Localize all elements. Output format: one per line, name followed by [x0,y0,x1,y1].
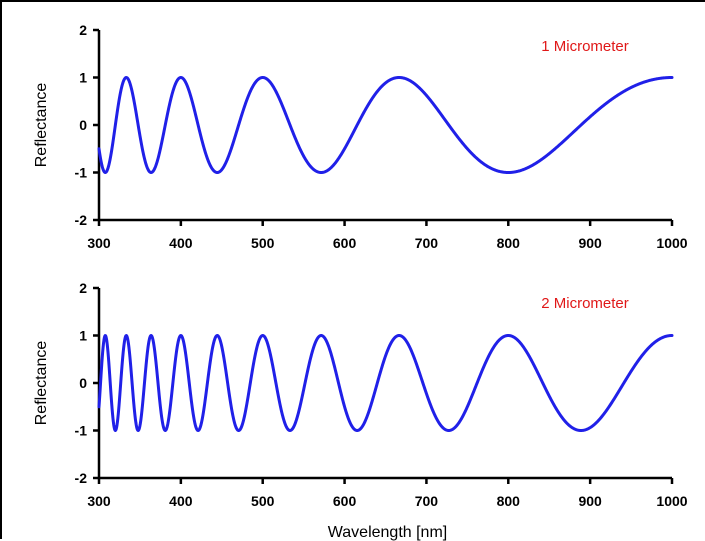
x-tick-label: 800 [497,493,521,509]
x-tick-label: 600 [333,493,357,509]
x-tick-label: 1000 [656,493,687,509]
thickness-annotation: 1 Micrometer [541,38,629,55]
x-tick-label: 700 [415,235,439,251]
y-tick-label: -2 [75,212,88,228]
chart-panel-1-micrometer: -2 -1 0 1 2 300 400 500 600 700 800 900 1000 Reflecta… [33,22,688,251]
y-tick-label: -1 [75,423,88,439]
x-tick-label: 900 [578,235,602,251]
y-tick-label: -1 [75,165,88,181]
x-tick-label: 300 [87,493,111,509]
thickness-annotation: 2 Micrometer [541,295,629,312]
y-tick-label: 2 [79,280,87,296]
x-tick-label: 500 [251,493,275,509]
x-axis-label: Wavelength [nm] [328,524,447,541]
y-tick-label: 0 [79,117,87,133]
y-tick-label: 1 [79,70,87,86]
x-tick-label: 1000 [656,235,687,251]
x-tick-label: 800 [497,235,521,251]
x-tick-label: 900 [578,493,602,509]
reflectance-series-line [97,334,674,432]
x-tick-label: 600 [333,235,357,251]
x-tick-label: 400 [169,235,193,251]
reflectance-series-line [97,76,674,174]
x-tick-label: 700 [415,493,439,509]
chart-panel-2-micrometer: -2 -1 0 1 2 300 400 500 600 700 800 900 1000 Reflecta… [33,280,688,541]
y-tick-label: 2 [79,22,87,38]
y-axis-label: Reflectance [33,341,50,426]
y-tick-label: 1 [79,328,87,344]
x-tick-label: 400 [169,493,193,509]
y-axis-label: Reflectance [33,83,50,168]
x-tick-label: 500 [251,235,275,251]
y-tick-label: -2 [75,470,88,486]
x-tick-label: 300 [87,235,111,251]
y-tick-label: 0 [79,375,87,391]
